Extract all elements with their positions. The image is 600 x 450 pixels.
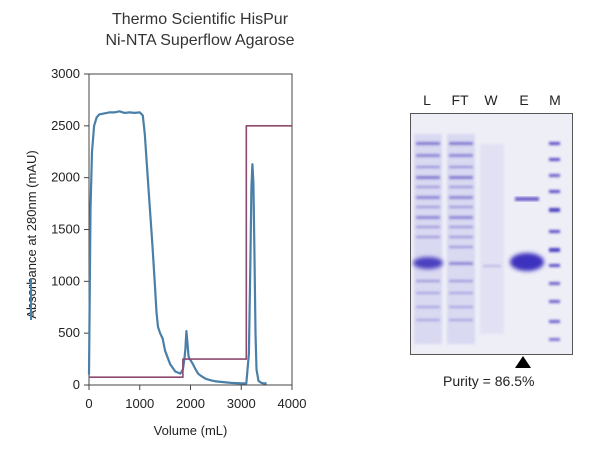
lane-label-e: E [519, 92, 529, 108]
series-line-gradient [89, 125, 292, 379]
gel-bands [413, 134, 560, 344]
series-lines [87, 110, 292, 385]
axis-labels: Volume (mL) Absorbance at 280nm (mAU) [24, 150, 227, 438]
lane-m-ladder [549, 142, 560, 341]
plot-frame [88, 73, 293, 386]
x-tick-label: 4000 [278, 396, 307, 411]
lane-label-w: W [484, 92, 498, 108]
chart-title-line-1: Thermo Scientific HisPur [111, 11, 289, 28]
x-tick-label: 0 [85, 396, 92, 411]
x-tick-label: 3000 [227, 396, 256, 411]
lane-e [510, 197, 544, 271]
y-tick-label: 1000 [51, 273, 80, 288]
lane-label-m: M [549, 92, 561, 108]
x-axis-label: Volume (mL) [154, 423, 228, 438]
y-tick-label: 2500 [51, 118, 80, 133]
y-tick-label: 1500 [51, 222, 80, 237]
y-axis-label: Absorbance at 280nm (mAU) [24, 150, 39, 318]
y-tick-label: 500 [58, 325, 80, 340]
lane-l [414, 134, 442, 344]
series-line-absorbance [87, 110, 267, 385]
y-tick-label: 0 [73, 377, 80, 392]
lane-label-l: L [423, 92, 431, 108]
x-tick-label: 2000 [176, 396, 205, 411]
chart-title-line-2: Ni-NTA Superflow Agarose [105, 32, 295, 49]
y-tick-label: 3000 [51, 66, 80, 81]
lane-ft [447, 134, 475, 344]
purity-arrow-icon [515, 356, 531, 368]
purity-annotation: Purity = 86.5% [443, 373, 535, 389]
lane-w [480, 144, 504, 334]
axes: 0 500 1000 1500 2000 2500 3000 0 1000 2000 3000 400… [51, 66, 306, 411]
sds-page-gel-image [410, 113, 573, 355]
y-tick-label: 2000 [51, 170, 80, 185]
lane-label-ft: FT [451, 92, 469, 108]
lane-l-main-band [413, 257, 443, 269]
x-tick-label: 1000 [125, 396, 154, 411]
